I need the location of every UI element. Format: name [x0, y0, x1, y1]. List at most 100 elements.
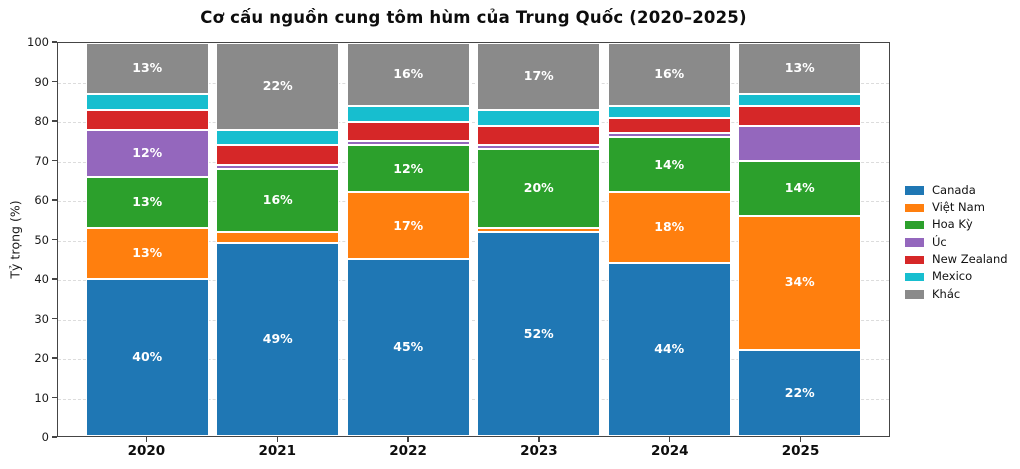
segment-value-label: 34% — [784, 274, 815, 290]
segment-value-label: 13% — [784, 60, 815, 76]
bar-segment-2022-khac: 16% — [346, 43, 470, 106]
legend-item-uc: Úc — [905, 234, 1008, 251]
y-tick-mark-90 — [52, 80, 57, 83]
bar-segment-2024-canada: 44% — [607, 263, 731, 436]
segment-value-label: 17% — [523, 68, 554, 84]
bar-segment-2021-viet-nam — [216, 231, 340, 244]
y-tick-label-80: 80 — [34, 114, 49, 128]
gridline-80 — [58, 122, 889, 123]
legend-swatch-viet-nam — [905, 203, 924, 213]
bar-segment-2023-hoa-ky: 20% — [477, 149, 601, 228]
y-tick-mark-30 — [52, 317, 57, 320]
y-tick-mark-0 — [52, 436, 57, 438]
bar-segment-2022-canada: 45% — [346, 259, 470, 436]
x-tick-mark-2021 — [276, 437, 278, 442]
x-tick-mark-2024 — [669, 437, 671, 442]
legend-item-canada: Canada — [905, 182, 1008, 199]
bar-segment-2024-new-zealand — [607, 117, 731, 134]
gridline-30 — [58, 319, 889, 321]
x-tick-label-2022: 2022 — [389, 443, 427, 459]
bar-slot-2025: 22% 34% 14% 13% — [735, 43, 866, 436]
y-tick-mark-60 — [52, 199, 57, 201]
gridline-50 — [58, 240, 889, 242]
segment-value-label: 16% — [262, 191, 293, 207]
x-tick-mark-2020 — [145, 437, 148, 442]
legend-item-viet-nam: Việt Nam — [905, 199, 1008, 216]
bar-segment-2022-mexico — [346, 105, 470, 122]
legend-swatch-hoa-ky — [905, 220, 924, 230]
y-tick-label-60: 60 — [34, 193, 49, 207]
y-tick-label-90: 90 — [34, 74, 49, 89]
bar-segment-2023-uc — [477, 145, 601, 150]
gridline-40 — [58, 280, 889, 281]
bar-segment-2022-viet-nam: 17% — [346, 192, 470, 260]
bar-segment-2021-new-zealand — [216, 145, 340, 165]
segment-value-label: 45% — [393, 339, 424, 355]
bar-slot-2022: 45% 17% 12% 16% — [343, 43, 474, 436]
bar-segment-2021-mexico — [216, 129, 340, 146]
legend-swatch-new-zealand — [905, 255, 924, 265]
segment-value-label: 12% — [132, 144, 163, 160]
segment-value-label: 17% — [393, 217, 424, 233]
gridline-70 — [58, 161, 889, 163]
y-tick-mark-50 — [52, 238, 57, 241]
segment-value-label: 14% — [654, 156, 685, 172]
bar-segment-2020-mexico — [85, 94, 209, 110]
x-tick-mark-2022 — [407, 437, 409, 442]
gridline-60 — [58, 201, 889, 202]
bar-segment-2025-khac: 13% — [738, 43, 862, 95]
bar-slot-2020: 40% 13% 13% 12% 13% — [82, 43, 213, 436]
legend-label: Mexico — [932, 269, 973, 284]
segment-value-label: 12% — [393, 160, 424, 176]
segment-value-label: 40% — [132, 349, 163, 365]
y-tick-mark-100 — [52, 41, 57, 43]
bar-segment-2020-canada: 40% — [85, 278, 209, 436]
legend-item-hoa-ky: Hoa Kỳ — [905, 217, 1008, 234]
y-tick-label-30: 30 — [34, 311, 49, 326]
bar-2025: 22% 34% 14% 13% — [738, 43, 862, 436]
bar-segment-2024-mexico — [607, 105, 731, 118]
segment-value-label: 13% — [132, 193, 163, 209]
y-tick-label-20: 20 — [34, 351, 49, 365]
chart-title: Cơ cấu nguồn cung tôm hùm của Trung Quốc… — [200, 8, 747, 27]
bar-2023: 52% 20% 17% — [477, 43, 601, 436]
bar-segment-2021-canada: 49% — [216, 243, 340, 436]
bar-segment-2021-hoa-ky: 16% — [216, 168, 340, 232]
bar-slot-2023: 52% 20% 17% — [474, 43, 605, 436]
bar-segment-2022-hoa-ky: 12% — [346, 145, 470, 193]
bar-slot-2021: 49% 16% 22% — [213, 43, 344, 436]
segment-value-label: 18% — [654, 219, 685, 235]
bar-segment-2024-hoa-ky: 14% — [607, 137, 731, 193]
gridline-20 — [58, 359, 889, 360]
y-tick-label-70: 70 — [34, 153, 49, 168]
segment-value-label: 52% — [523, 325, 554, 341]
segment-value-label: 14% — [784, 180, 815, 196]
segment-value-label: 22% — [262, 78, 293, 94]
bar-segment-2023-khac: 17% — [477, 43, 601, 110]
bar-segment-2022-new-zealand — [346, 121, 470, 142]
legend: Canada Việt Nam Hoa Kỳ Úc New Zealand Mexico K… — [905, 182, 1008, 303]
bar-segment-2022-uc — [346, 141, 470, 146]
legend-item-khac: Khác — [905, 286, 1008, 303]
bar-segment-2025-hoa-ky: 14% — [738, 160, 862, 216]
x-tick-label-2020: 2020 — [127, 443, 166, 459]
segment-value-label: 16% — [654, 66, 685, 82]
bar-segment-2020-new-zealand — [85, 109, 209, 130]
bar-segment-2025-viet-nam: 34% — [738, 215, 862, 350]
bar-segment-2020-uc: 12% — [85, 129, 209, 177]
x-tick-mark-2023 — [538, 437, 540, 442]
y-tick-mark-80 — [52, 120, 57, 122]
bar-segment-2025-new-zealand — [738, 105, 862, 126]
bar-2020: 40% 13% 13% 12% 13% — [85, 43, 209, 436]
bar-segment-2021-uc — [216, 164, 340, 169]
segment-value-label: 13% — [132, 60, 163, 76]
x-tick-mark-2025 — [799, 437, 802, 442]
legend-label: New Zealand — [932, 252, 1008, 267]
segment-value-label: 49% — [262, 331, 293, 347]
bar-segment-2020-khac: 13% — [85, 43, 209, 95]
plot-area: 40% 13% 13% 12% 13% 49% 16% 22% 45% 17% 12% 16% 52% 2… — [57, 42, 890, 437]
segment-value-label: 22% — [784, 384, 815, 400]
bar-2022: 45% 17% 12% 16% — [346, 43, 470, 436]
legend-swatch-khac — [905, 290, 924, 299]
bar-segment-2023-new-zealand — [477, 125, 601, 146]
